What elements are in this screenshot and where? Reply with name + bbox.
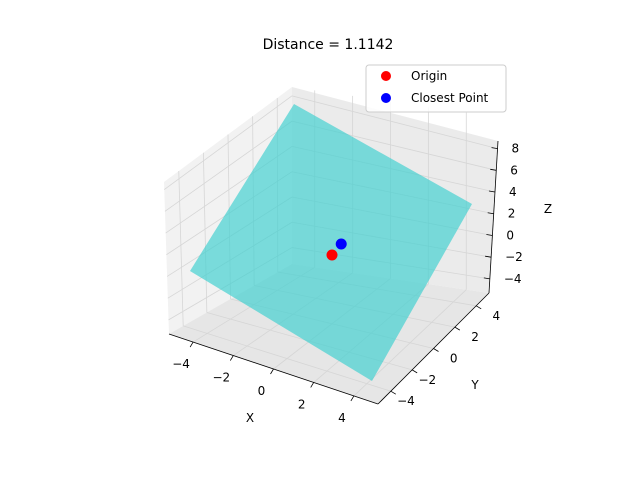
chart-title: Distance = 1.1142	[263, 37, 394, 53]
z-tick-label: −4	[504, 272, 522, 286]
legend: Origin Closest Point	[365, 64, 507, 113]
y-tick-label: 4	[493, 309, 501, 323]
z-tick-mark	[483, 277, 490, 280]
y-tick-mark	[390, 390, 397, 395]
x-tick-label: 0	[258, 384, 266, 398]
z-tick-label: −2	[505, 250, 523, 264]
y-tick-mark	[411, 369, 418, 374]
z-tick-label: 6	[510, 163, 518, 177]
origin-point	[326, 249, 338, 261]
z-tick-mark	[488, 190, 496, 193]
x-tick-mark	[270, 368, 274, 375]
z-tick-mark	[485, 255, 492, 258]
legend-frame	[365, 64, 507, 113]
x-tick-label: 4	[338, 411, 346, 425]
z-tick-mark	[487, 212, 494, 215]
x-tick-label: −4	[172, 357, 190, 371]
y-tick-label: 2	[471, 330, 479, 344]
z-grid-line	[164, 95, 293, 190]
y-tick-label: 0	[450, 352, 458, 366]
z-grid-line	[164, 120, 293, 212]
legend-marker-closest-point	[381, 93, 391, 103]
z-grid-line	[291, 95, 498, 149]
x-tick-label: −2	[212, 371, 230, 385]
z-axis-label: Z	[544, 202, 552, 216]
x-tick-label: 2	[298, 397, 306, 411]
x-tick-mark	[310, 382, 315, 388]
y-grid-line	[183, 325, 391, 392]
legend-label-closest-point: Closest Point	[411, 91, 489, 105]
z-tick-label: 0	[506, 228, 514, 242]
y-axis-label: Y	[470, 378, 479, 392]
z-tick-mark	[491, 147, 498, 149]
y-grid-line-vertical	[178, 171, 184, 326]
scatter-points	[326, 238, 347, 261]
x-tick-mark	[189, 341, 194, 348]
z-tick-label: 8	[512, 142, 520, 156]
z-tick-mark	[490, 168, 497, 171]
z-axis-line	[488, 140, 499, 294]
y-tick-mark	[454, 326, 461, 331]
closest-point	[335, 238, 347, 250]
legend-label-origin: Origin	[411, 69, 447, 83]
y-tick-label: −2	[418, 373, 436, 387]
y-tick-mark	[475, 305, 482, 310]
y-tick-label: −4	[397, 394, 415, 408]
x-tick-mark	[350, 395, 355, 402]
y-tick-mark	[433, 348, 439, 352]
x-tick-mark	[229, 355, 234, 361]
z-tick-label: 4	[509, 185, 517, 199]
plane-surface	[190, 104, 472, 381]
plane-surface-fill	[190, 104, 472, 381]
y-grid-line-vertical	[202, 152, 208, 313]
legend-marker-origin	[381, 71, 391, 81]
x-axis-label: X	[246, 411, 254, 425]
z-tick-mark	[486, 234, 493, 236]
z-tick-label: 2	[508, 207, 516, 221]
